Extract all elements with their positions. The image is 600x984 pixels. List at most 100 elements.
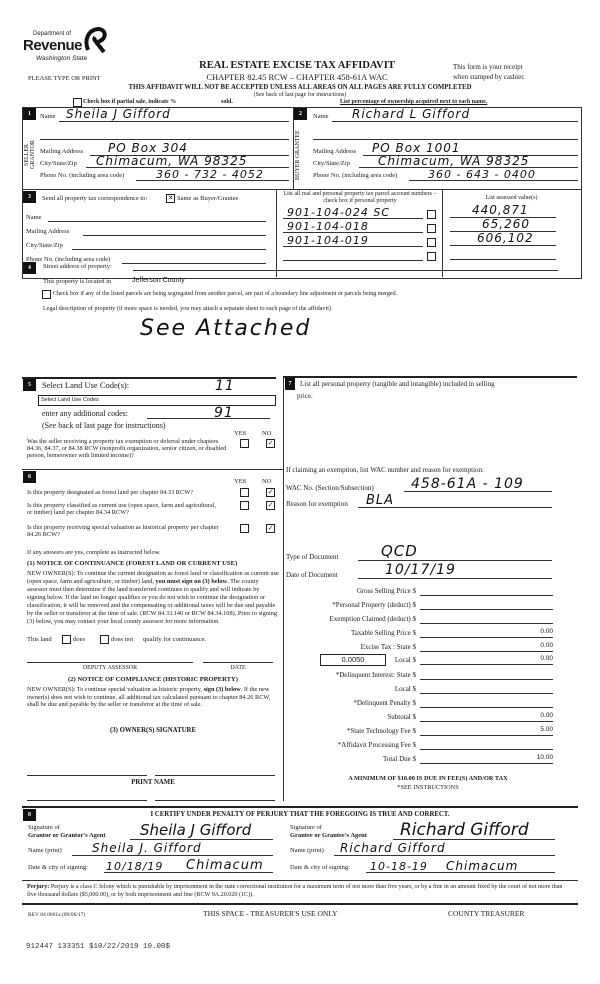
fee-label: Local $ [394, 685, 416, 693]
total-due[interactable]: 10.00 [536, 754, 553, 761]
underline [404, 491, 552, 492]
divider [22, 806, 578, 808]
section-2-number: 2 [294, 108, 307, 120]
buyer-mail-field[interactable]: PO Box 1001 [372, 141, 461, 155]
see-back: (See back of last page for instructions) [253, 92, 347, 98]
land-use-select[interactable]: Select Land Use Codes [38, 395, 276, 406]
excise-tax-state[interactable]: 0.00 [540, 642, 553, 649]
grantor-date-field[interactable]: 10/18/19 [106, 860, 164, 873]
exemption-yes-checkbox[interactable] [240, 439, 249, 448]
seller-mail-field[interactable]: PO Box 304 [108, 141, 188, 155]
same-as-buyer-checkbox[interactable]: ✕ [166, 194, 175, 203]
historic-yes-checkbox[interactable] [240, 524, 249, 533]
corr-mail-field[interactable] [83, 235, 266, 236]
notice-text: . If the new owner(s) does not wish to c… [27, 686, 271, 709]
grantor-name-field[interactable]: Sheila J. Gifford [92, 841, 202, 855]
owner-signature-line[interactable] [155, 775, 275, 776]
grantor-signature[interactable]: Sheila J Gifford [140, 821, 252, 839]
owner-signature-line[interactable] [27, 775, 147, 776]
grantor-city-field[interactable]: Chimacum [186, 858, 264, 873]
buyer-phone-label: Phone No. (including area code) [313, 172, 398, 179]
assessed-value[interactable]: 65,260 [482, 217, 530, 231]
assessed-value[interactable]: 440,871 [472, 203, 529, 217]
underline [86, 167, 289, 168]
send-correspondence-label: Send all property tax correspondence to: [42, 195, 148, 202]
parties-box [22, 107, 582, 279]
this-land-label: This land [27, 636, 52, 643]
notice-text: NEW OWNER(S): To continue special valuat… [27, 686, 204, 693]
personal-property-checkbox[interactable] [427, 252, 436, 261]
section-3-number: 3 [23, 191, 36, 203]
wac-field[interactable]: 458-61A - 109 [411, 476, 524, 492]
grantee-city-field[interactable]: Chimacum [446, 859, 519, 873]
current-use-yes-checkbox[interactable] [240, 501, 249, 510]
corr-phone-field[interactable] [122, 263, 266, 264]
print-name-line[interactable] [155, 800, 275, 801]
local-rate-box[interactable]: 0.0050 [320, 654, 386, 666]
personal-property-checkbox[interactable] [427, 224, 436, 233]
underline [420, 721, 553, 722]
forest-no-checkbox[interactable]: ✓ [266, 488, 275, 497]
subtotal[interactable]: 0.00 [540, 712, 553, 719]
exemption-no-checkbox[interactable]: ✓ [266, 439, 275, 448]
perjury-text: Perjury is a class C felony which is pun… [27, 884, 563, 898]
taxable-selling-price[interactable]: 0.00 [540, 628, 553, 635]
seller-phone-field[interactable]: 360 - 732 - 4052 [156, 168, 264, 181]
underline [420, 679, 553, 680]
seller-city-field[interactable]: Chimacum, WA 98325 [96, 154, 248, 168]
doc-date-field[interactable]: 10/17/19 [385, 562, 456, 578]
corr-name-field[interactable] [48, 221, 266, 222]
personal-property-checkbox[interactable] [427, 238, 436, 247]
grantee-date-field[interactable]: 10-18-19 [370, 860, 428, 873]
does-not-qualify-checkbox[interactable] [100, 635, 109, 644]
fee-label: Total Due $ [383, 755, 416, 763]
personal-property-checkbox[interactable] [427, 210, 436, 219]
street-address-label: Street address of property: [43, 263, 112, 270]
underline [283, 246, 423, 247]
land-use-code-written[interactable]: 11 [215, 378, 235, 394]
section-4-number: 4 [23, 262, 36, 274]
assessed-value[interactable]: 606,102 [477, 231, 534, 245]
current-use-no-checkbox[interactable]: ✓ [266, 501, 275, 510]
same-as-buyer-label: Same as Buyer/Grantee [177, 195, 239, 202]
parcel-number[interactable]: 901-104-019 [287, 234, 369, 247]
grantee-signature[interactable]: Richard Gifford [400, 820, 529, 840]
notice-text: NEW OWNER(S): To continue the current de… [27, 570, 279, 586]
parcel-number[interactable]: 901-104-024 SC [287, 206, 391, 219]
fee-label: Taxable Selling Price $ [350, 629, 416, 637]
excise-tax-local[interactable]: 0.00 [540, 655, 553, 662]
forest-yes-checkbox[interactable] [240, 488, 249, 497]
state-technology-fee[interactable]: 5.00 [540, 726, 553, 733]
divider [22, 469, 283, 470]
buyer-city-field[interactable]: Chimacum, WA 98325 [378, 154, 530, 168]
segregated-checkbox[interactable] [42, 290, 51, 299]
underline [420, 735, 553, 736]
treasurer-space-label: THIS SPACE - TREASURER'S USE ONLY [203, 909, 338, 918]
assessor-date-line[interactable] [203, 662, 273, 663]
parcel-number[interactable]: 901-104-018 [287, 220, 369, 233]
treasurer-stamp: 912447 133351 $10/22/2019 10.00$ [26, 943, 171, 951]
buyer-phone-field[interactable]: 360 - 643 - 0400 [428, 168, 536, 181]
doc-type-field[interactable]: QCD [381, 542, 418, 560]
grantee-name-field[interactable]: Richard Gifford [340, 841, 446, 855]
reason-field[interactable]: BLA [366, 493, 395, 508]
legal-description-value[interactable]: See Attached [140, 316, 312, 341]
if-any-yes: If any answers are yes, complete as inst… [27, 549, 161, 556]
wac-label: WAC No. (Section/Subsection) [286, 484, 374, 492]
divider [22, 189, 581, 190]
does-qualify-checkbox[interactable] [62, 635, 71, 644]
corr-city-field[interactable] [72, 249, 266, 250]
assessor-date-label: DATE [230, 665, 246, 671]
buyer-name-field[interactable]: Richard L Gifford [352, 107, 471, 121]
underline [363, 155, 578, 156]
additional-codes-field[interactable]: 91 [214, 405, 234, 421]
historic-no-checkbox[interactable]: ✓ [266, 524, 275, 533]
reason-label: Reason for exemption [286, 500, 348, 508]
print-name-line[interactable] [27, 800, 147, 801]
street-address-field[interactable] [133, 270, 558, 271]
warning-text: THIS AFFIDAVIT WILL NOT BE ACCEPTED UNLE… [128, 84, 472, 91]
partial-sale-checkbox[interactable] [73, 98, 82, 107]
county-value[interactable]: Jefferson County [132, 277, 185, 284]
seller-name-field[interactable]: Sheila J Gifford [66, 107, 171, 121]
deputy-assessor-line[interactable] [27, 662, 193, 663]
